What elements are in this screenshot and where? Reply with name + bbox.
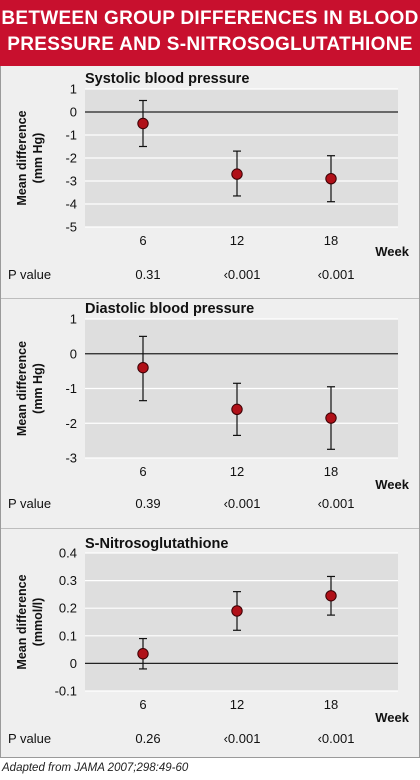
x-tick-label: 6	[139, 697, 146, 712]
source-note: Adapted from JAMA 2007;298:49-60	[2, 762, 189, 774]
y-tick-label: 0.3	[59, 573, 77, 588]
p-value: ‹0.001	[224, 267, 261, 282]
y-axis-label: Mean difference	[15, 574, 29, 669]
data-point	[325, 173, 337, 185]
x-axis-label: Week	[375, 477, 409, 492]
data-point	[231, 403, 243, 416]
y-tick-label: 0.1	[59, 628, 77, 643]
x-tick-label: 12	[230, 697, 244, 712]
panel-divider	[1, 298, 419, 299]
p-value: ‹0.001	[318, 496, 355, 511]
y-tick-label: -2	[65, 151, 77, 166]
p-value: 0.31	[135, 267, 160, 282]
y-tick-label: -2	[65, 416, 77, 431]
p-value: 0.26	[135, 731, 160, 746]
charts-canvas: 1 0 -1 -2 -3 -4 -5 Systolic blood pressure Mean …	[8, 71, 410, 746]
plot-area	[85, 553, 398, 691]
chart-title: Systolic blood pressure	[85, 71, 249, 87]
y-tick-label: 0	[70, 105, 77, 120]
x-axis-label: Week	[375, 244, 409, 259]
y-axis-label: Mean difference	[15, 110, 29, 205]
data-point	[325, 590, 337, 602]
data-point	[137, 648, 149, 660]
data-point	[325, 412, 337, 424]
x-tick-label: 18	[324, 233, 338, 248]
y-tick-label: 1	[70, 82, 77, 97]
p-value: ‹0.001	[318, 267, 355, 282]
figure-title-line-1: BETWEEN GROUP DIFFERENCES IN BLOOD	[1, 8, 419, 29]
y-tick-label: 1	[70, 312, 77, 327]
p-value: ‹0.001	[224, 496, 261, 511]
data-point	[231, 168, 243, 180]
y-tick-label: 0.2	[59, 601, 77, 616]
x-axis-label: Week	[375, 710, 409, 725]
x-tick-label: 6	[139, 233, 146, 248]
y-tick-label: -1	[65, 128, 77, 143]
p-value-label: P value	[8, 496, 51, 511]
chart-title: S-Nitrosoglutathione	[85, 536, 228, 552]
p-value-label: P value	[8, 267, 51, 282]
x-tick-label: 12	[230, 233, 244, 248]
x-tick-label: 18	[324, 464, 338, 479]
data-point	[231, 605, 243, 617]
y-tick-label: -4	[65, 197, 77, 212]
data-point	[137, 117, 149, 130]
y-axis-unit: (mmol/l)	[31, 598, 45, 647]
y-tick-label: -3	[65, 451, 77, 466]
y-tick-label: -5	[65, 220, 77, 235]
panel-divider	[1, 528, 419, 529]
x-tick-label: 6	[139, 464, 146, 479]
y-tick-label: -0.1	[55, 684, 77, 699]
y-tick-label: -1	[65, 381, 77, 396]
x-tick-label: 12	[230, 464, 244, 479]
y-tick-label: 0	[70, 656, 77, 671]
y-axis-unit: (mm Hg)	[31, 133, 45, 184]
y-tick-label: -3	[65, 174, 77, 189]
p-value: ‹0.001	[224, 731, 261, 746]
data-point	[137, 361, 149, 374]
y-tick-label: 0	[70, 346, 77, 361]
y-axis-unit: (mm Hg)	[31, 363, 45, 414]
y-tick-label: 0.4	[59, 546, 77, 561]
figure-title-line-2: PRESSURE AND S-NITROSOGLUTATHIONE	[7, 34, 413, 55]
x-tick-label: 18	[324, 697, 338, 712]
p-value-label: P value	[8, 731, 51, 746]
p-value: 0.39	[135, 496, 160, 511]
p-value: ‹0.001	[318, 731, 355, 746]
y-axis-label: Mean difference	[15, 341, 29, 436]
title-banner: BETWEEN GROUP DIFFERENCES IN BLOOD PRESS…	[0, 0, 420, 66]
chart-title: Diastolic blood pressure	[85, 301, 254, 317]
